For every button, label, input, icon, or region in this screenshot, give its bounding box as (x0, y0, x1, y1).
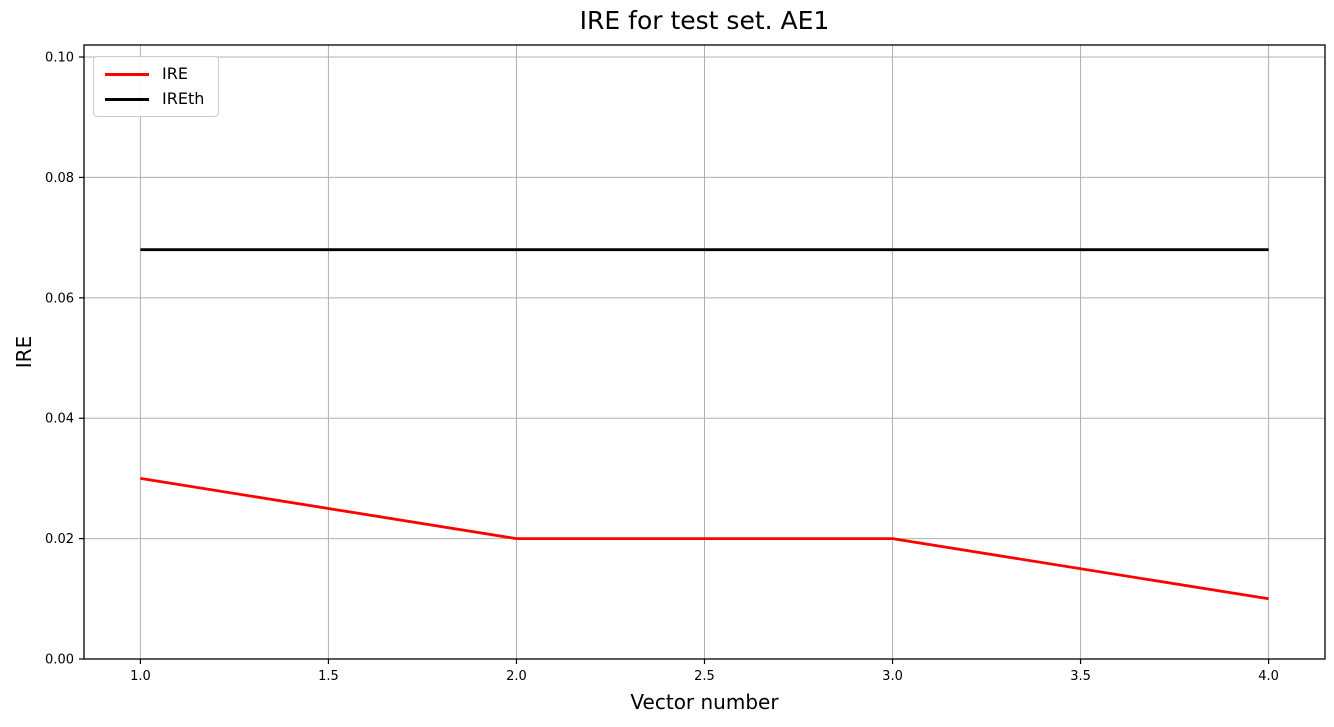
legend-label-ire: IRE (162, 64, 188, 83)
chart-title: IRE for test set. AE1 (579, 6, 830, 35)
plot-border (83, 44, 1326, 660)
x-tick-label: 2.0 (506, 669, 527, 684)
series-line-ire (140, 477, 1269, 601)
y-tick-label: 0.06 (45, 291, 74, 306)
y-tick-label: 0.02 (45, 532, 74, 547)
legend-label-ireth: IREth (162, 89, 205, 108)
y-tick-label: 0.00 (45, 653, 74, 668)
x-tick-label: 1.5 (318, 669, 339, 684)
legend-item-ire: IRE (105, 66, 204, 82)
x-tick-label: 4.0 (1258, 669, 1279, 684)
x-tick-label: 2.5 (694, 669, 715, 684)
x-axis-label: Vector number (630, 690, 779, 714)
x-tick-label: 3.5 (1070, 669, 1091, 684)
legend-item-ireth: IREth (105, 91, 204, 107)
x-tick-label: 1.0 (130, 669, 151, 684)
y-tick-label: 0.08 (45, 171, 74, 186)
x-tick-label: 3.0 (882, 669, 903, 684)
legend: IRE IREth (93, 56, 220, 117)
legend-line-sample-ireth (105, 97, 149, 101)
legend-line-sample-ire (105, 72, 149, 76)
y-axis-label: IRE (12, 335, 36, 369)
y-tick-label: 0.10 (45, 51, 74, 66)
y-tick-label: 0.04 (45, 412, 74, 427)
